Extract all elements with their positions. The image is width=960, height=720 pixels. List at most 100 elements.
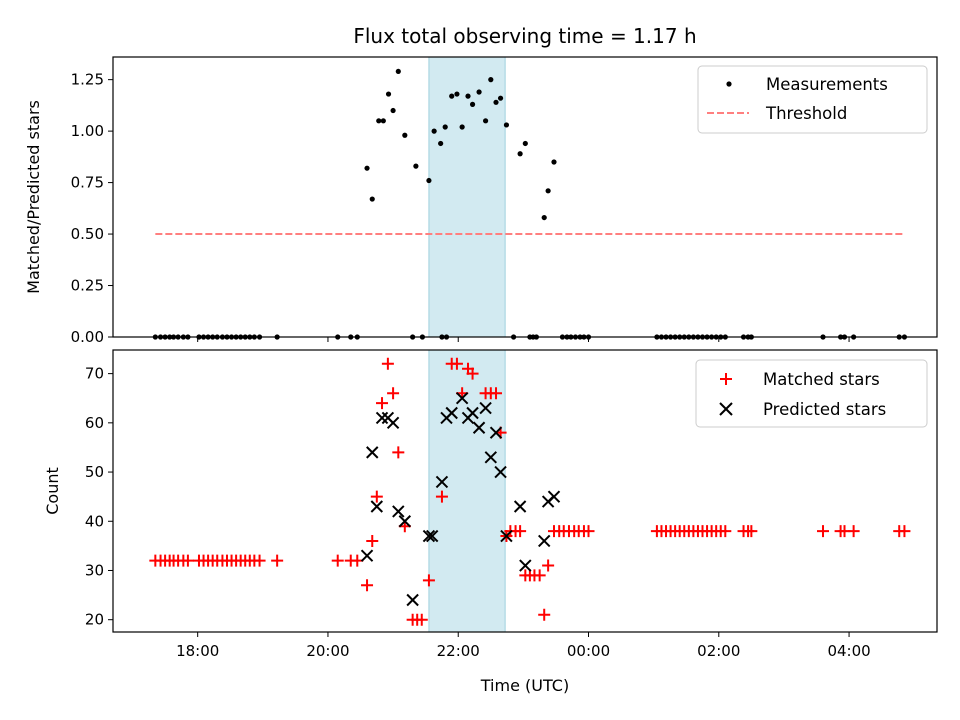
legend-predicted-marker (719, 402, 733, 416)
matched-stars-point (415, 613, 428, 626)
panel-counts: 20 30 40 50 60 70 18:00 20:00 22:00 00:00 02:00 04… (43, 349, 938, 695)
predicted-stars-point (538, 534, 551, 548)
matched-stars-point (331, 554, 344, 567)
panel-counts-y-label: Count (43, 467, 62, 515)
measurements-point (497, 95, 504, 101)
measurements-point (413, 163, 419, 169)
x-tick-label: 18:00 (176, 642, 219, 660)
legend-measurements-label: Measurements (766, 75, 888, 94)
measurements-point (380, 118, 386, 124)
matched-stars-point (253, 554, 266, 567)
x-tick-label: 04:00 (827, 642, 870, 660)
measurements-point (438, 140, 444, 147)
measurements-point (431, 128, 437, 134)
predicted-stars-point (547, 490, 561, 503)
matched-stars-point (533, 569, 546, 582)
matched-stars-point (817, 525, 830, 538)
x-axis-label: Time (UTC) (480, 676, 569, 695)
panel-ratio-frame (112, 56, 938, 338)
x-tick-label: 02:00 (697, 642, 740, 660)
measurements-point (364, 165, 370, 171)
legend-counts: Matched stars Predicted stars (695, 359, 928, 428)
y-tick-label: 60 (85, 414, 104, 432)
y-tick-label: 40 (85, 512, 104, 530)
predicted-stars-point (386, 416, 400, 430)
matched-stars-point (745, 525, 758, 538)
y-tick-label: 70 (85, 365, 104, 383)
legend-matched-label: Matched stars (763, 370, 880, 389)
matched-stars-point (392, 446, 405, 459)
measurements-point (402, 132, 408, 138)
predicted-stars-point (425, 529, 439, 543)
y-tick-label: 50 (85, 463, 104, 481)
y-tick-label: 0.25 (71, 277, 104, 295)
measurements-point (449, 93, 455, 99)
matched-stars-point (514, 525, 527, 538)
predicted-stars-point (484, 451, 498, 464)
legend-ratio-frame (697, 65, 928, 134)
panel-ratio-y-label: Matched/Predicted stars (24, 100, 43, 294)
matched-stars-point (181, 554, 194, 567)
measurements-point (482, 118, 489, 124)
predicted-stars-point (406, 593, 419, 607)
legend-counts-frame (695, 359, 928, 428)
legend-matched-marker (720, 373, 732, 385)
predicted-stars-point (489, 426, 503, 439)
matched-stars-point (898, 525, 911, 538)
legend-predicted-label: Predicted stars (763, 400, 886, 419)
matched-stars-point (719, 525, 732, 538)
measurements-point (442, 124, 448, 130)
matched-stars-point (376, 397, 389, 410)
measurements-point (465, 93, 471, 99)
matched-stars-point (435, 490, 448, 503)
predicted-stars-point (445, 406, 458, 420)
measurements-point (488, 77, 494, 83)
predicted-stars-point (422, 529, 436, 543)
matched-stars-point (366, 534, 379, 547)
measurements-point (522, 140, 528, 147)
predicted-stars-point (392, 505, 405, 518)
legend-measurements-marker (726, 81, 732, 87)
predicted-stars-point (479, 401, 492, 415)
measurements-point (503, 122, 510, 128)
matched-stars-point (582, 525, 595, 538)
panel-counts-y-ticks: 20 30 40 50 60 70 (85, 365, 113, 629)
measurements-point (541, 214, 547, 221)
y-tick-label: 0.75 (71, 174, 104, 192)
measurements-point (390, 107, 396, 114)
matched-stars-point (387, 387, 400, 400)
legend-threshold-label: Threshold (765, 104, 847, 123)
matched-stars-point (466, 367, 479, 380)
predicted-stars-point (360, 549, 374, 562)
measurements-point (395, 68, 401, 75)
matched-stars-point (271, 554, 284, 567)
matched-stars-point (450, 357, 463, 370)
panel-ratio-y-ticks: 0.00 0.25 0.50 0.75 1.00 1.25 (71, 71, 113, 346)
matched-stars-point (370, 490, 383, 503)
measurements-point (454, 91, 460, 97)
measurements-point (469, 101, 476, 107)
predicted-stars-point (375, 411, 389, 425)
y-tick-label: 20 (85, 611, 104, 629)
x-tick-label: 20:00 (306, 642, 349, 660)
measurements-point (459, 124, 465, 130)
panel-counts-marks (149, 357, 911, 626)
matched-stars-point (422, 574, 435, 587)
predicted-stars-point (519, 559, 532, 572)
y-tick-label: 1.25 (71, 71, 104, 89)
y-tick-label: 0.50 (71, 225, 104, 243)
measurements-point (551, 159, 557, 165)
matched-stars-point (538, 608, 551, 621)
predicted-stars-point (513, 500, 527, 513)
panel-ratio: 0.00 0.25 0.50 0.75 1.00 1.25 Matched/Predict… (24, 56, 938, 346)
measurements-point (385, 91, 392, 97)
highlight-span (428, 56, 506, 338)
predicted-stars-point (435, 475, 449, 489)
predicted-stars-point (494, 465, 507, 479)
chart-title: Flux total observing time = 1.17 h (353, 24, 696, 48)
x-tick-label: 22:00 (437, 642, 480, 660)
matched-stars-point (542, 559, 555, 572)
matched-stars-point (381, 357, 394, 370)
panel-counts-x-ticks: 18:00 20:00 22:00 00:00 02:00 04:00 (176, 632, 871, 660)
